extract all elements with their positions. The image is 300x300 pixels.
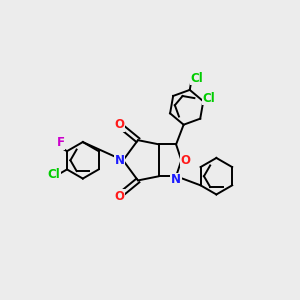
Text: Cl: Cl <box>190 72 203 85</box>
Text: O: O <box>114 190 124 202</box>
Text: O: O <box>181 154 191 167</box>
Text: N: N <box>171 173 181 186</box>
Text: N: N <box>115 154 124 167</box>
Text: Cl: Cl <box>202 92 215 105</box>
Text: Cl: Cl <box>47 168 60 181</box>
Text: O: O <box>114 118 124 131</box>
Text: F: F <box>57 136 65 149</box>
